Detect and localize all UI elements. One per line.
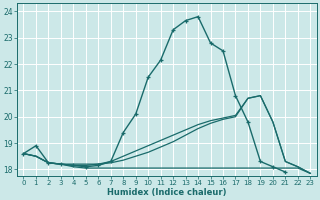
- X-axis label: Humidex (Indice chaleur): Humidex (Indice chaleur): [107, 188, 227, 197]
